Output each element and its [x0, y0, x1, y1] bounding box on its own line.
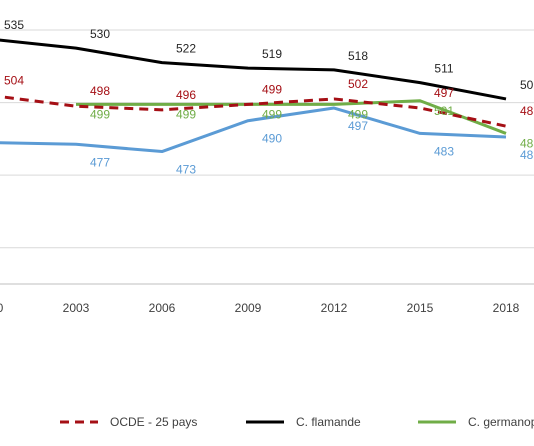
x-tick-label: 2009	[235, 301, 262, 315]
legend-entry: C. germanophone	[468, 415, 534, 429]
data-label: 504	[4, 73, 24, 87]
data-label: 483	[434, 144, 454, 158]
series-line-1	[0, 95, 507, 128]
data-label: 499	[348, 107, 368, 121]
data-label: 490	[262, 132, 282, 146]
x-tick-label: 2003	[63, 301, 90, 315]
data-label: 498	[90, 84, 110, 98]
data-label: 481	[520, 148, 534, 162]
x-tick-label: 2018	[493, 301, 520, 315]
data-label: 522	[176, 42, 196, 56]
data-label: 496	[176, 88, 196, 102]
data-label: 519	[262, 47, 282, 61]
data-label: 497	[348, 119, 368, 133]
x-tick-label: 2015	[407, 301, 434, 315]
data-label: 499	[262, 82, 282, 96]
x-axis-tick-labels: 2000 2003 2006 2009 2012 2015 2018	[0, 301, 520, 315]
series-line-0	[0, 106, 507, 154]
data-label: 502	[520, 78, 534, 92]
legend-entry: OCDE - 25 pays	[110, 415, 197, 429]
data-label: 530	[90, 27, 110, 41]
data-label: 477	[90, 155, 110, 169]
data-label: 518	[348, 49, 368, 63]
data-label: 501	[434, 104, 454, 118]
series-line-2	[0, 38, 507, 101]
series-lines	[0, 38, 507, 154]
data-label: 483	[520, 136, 534, 150]
legend-entry: C. flamande	[296, 415, 361, 429]
x-tick-label: 2000	[0, 301, 4, 315]
data-label: 487	[520, 104, 534, 118]
data-labels: 4774734904974834815044984964995024974875…	[4, 18, 534, 176]
data-label: 499	[176, 107, 196, 121]
data-label: 499	[262, 107, 282, 121]
data-label: 502	[348, 77, 368, 91]
data-label: 497	[434, 86, 454, 100]
data-label: 535	[4, 18, 24, 32]
x-tick-label: 2006	[149, 301, 176, 315]
data-label: 473	[176, 163, 196, 177]
data-label: 499	[90, 107, 110, 121]
x-tick-label: 2012	[321, 301, 348, 315]
series-line-3	[76, 99, 507, 135]
data-label: 511	[434, 62, 453, 76]
